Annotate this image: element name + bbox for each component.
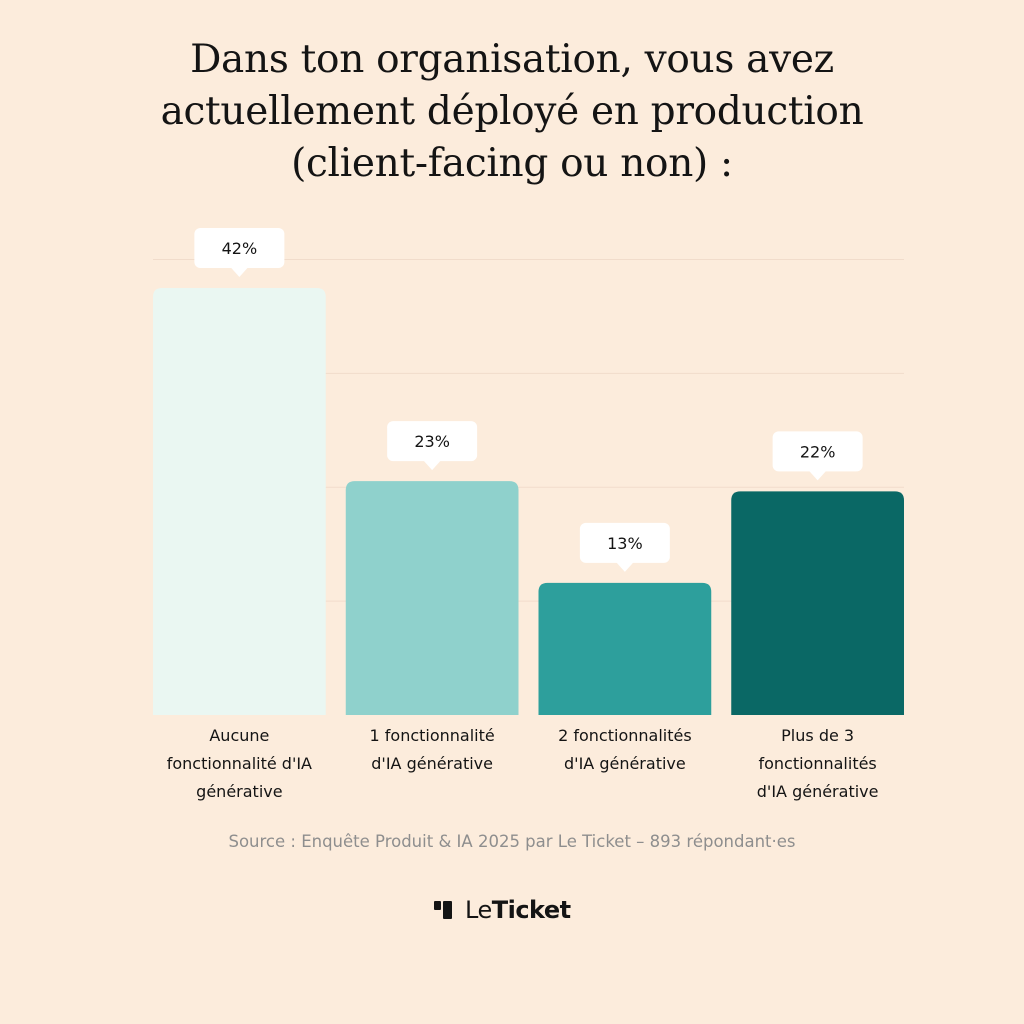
bubble-pointer [615,561,634,572]
le-ticket-logo: LeTicket [434,892,571,928]
value-label-bubble: 22% [772,431,863,481]
bubble-box [194,228,285,268]
bar [538,582,712,715]
logo-text-bold: Ticket [491,896,571,924]
data-label: 13% [607,534,643,553]
ticket-logo-icon [434,899,458,921]
bar-chart: 42% Aucune fonctionnalité d'IA générative 23… [153,228,904,801]
bar [345,481,519,715]
chart-title-line: (client-facing ou non) : [291,141,733,186]
category-label: fonctionnalités [758,754,876,773]
data-label: 23% [414,432,450,451]
chart-title: Dans ton organisation, vous avez actuell… [112,34,912,190]
bubble-box [387,421,478,462]
value-label-bubble: 42% [194,228,285,277]
value-label-bubble: 13% [579,522,670,572]
data-label: 22% [800,442,836,461]
bubble-pointer [230,267,249,277]
bar [731,491,904,715]
category-label: fonctionnalité d'IA [167,754,312,773]
category-label: 1 fonctionnalité [370,726,495,745]
bubble-box [772,431,863,472]
category-label: Aucune [209,726,269,745]
bubble-box [579,522,670,563]
bubble-pointer [808,470,827,481]
chart-title-line: actuellement déployé en production [160,89,864,134]
source-note: Source : Enquête Produit & IA 2025 par L… [228,832,796,851]
category-label: Plus de 3 [781,726,854,745]
bubble-pointer [423,460,442,471]
logo-text-light: Le [465,896,492,924]
chart-title-line: Dans ton organisation, vous avez [190,37,834,82]
data-label: 42% [222,239,258,258]
bar [153,288,326,715]
category-label: d'IA générative [371,754,493,773]
category-label: d'IA générative [757,782,879,801]
category-label: 2 fonctionnalités [558,726,692,745]
value-label-bubble: 23% [387,421,478,471]
logo-text: LeTicket [465,896,571,924]
category-label: d'IA générative [564,754,686,773]
category-label: générative [196,782,282,801]
